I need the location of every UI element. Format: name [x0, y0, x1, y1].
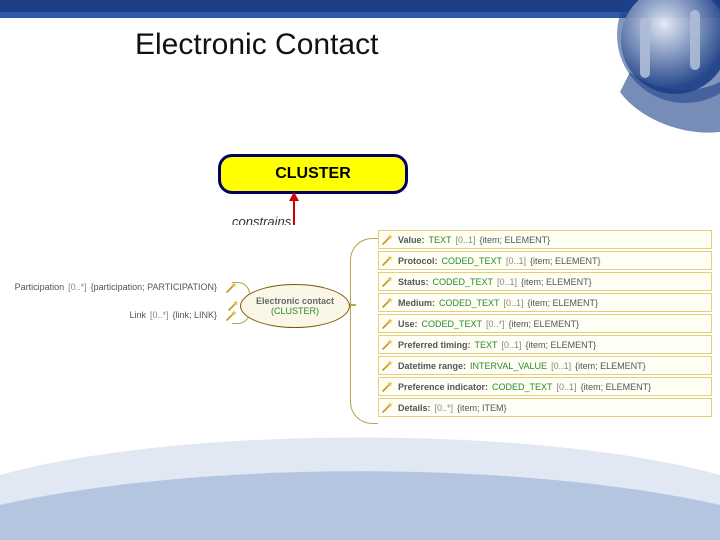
right-item-name: Status: — [398, 277, 429, 287]
cluster-box: CLUSTER — [218, 154, 408, 194]
wand-icon — [381, 380, 394, 393]
right-item-type: TEXT — [429, 235, 452, 245]
right-item-occ: [0..1] — [456, 235, 476, 245]
page-title: Electronic Contact — [135, 28, 378, 62]
right-item-type: CODED_TEXT — [442, 256, 503, 266]
right-item-item: {item; ELEMENT} — [480, 235, 551, 245]
wand-icon — [381, 359, 394, 372]
right-item-name: Preferred timing: — [398, 340, 471, 350]
right-item-name: Value: — [398, 235, 425, 245]
left-item-item: {link; LINK} — [172, 310, 217, 320]
right-item-item: {item; ITEM} — [457, 403, 507, 413]
right-item-type: CODED_TEXT — [422, 319, 483, 329]
right-item-occ: [0..1] — [497, 277, 517, 287]
right-item: Use: CODED_TEXT [0..*] {item; ELEMENT} — [378, 314, 712, 333]
left-item-occ: [0..*] — [68, 282, 87, 292]
right-item: Medium: CODED_TEXT [0..1] {item; ELEMENT… — [378, 293, 712, 312]
right-item-occ: [0..*] — [486, 319, 505, 329]
left-item: Link [0..*]{link; LINK} — [18, 306, 238, 324]
right-item-item: {item; ELEMENT} — [530, 256, 601, 266]
right-item-name: Protocol: — [398, 256, 438, 266]
right-item: Datetime range: INTERVAL_VALUE [0..1] {i… — [378, 356, 712, 375]
right-item: Preference indicator: CODED_TEXT [0..1] … — [378, 377, 712, 396]
right-item: Protocol: CODED_TEXT [0..1] {item; ELEME… — [378, 251, 712, 270]
wand-icon — [225, 309, 238, 322]
wand-icon — [225, 281, 238, 294]
right-item-occ: [0..1] — [557, 382, 577, 392]
center-node-type: (CLUSTER) — [271, 306, 319, 316]
right-item-type: CODED_TEXT — [492, 382, 553, 392]
right-item-type: CODED_TEXT — [439, 298, 500, 308]
wand-icon — [381, 254, 394, 267]
wand-icon — [381, 233, 394, 246]
right-item-occ: [0..1] — [506, 256, 526, 266]
right-item: Value: TEXT [0..1] {item; ELEMENT} — [378, 230, 712, 249]
right-item-type: INTERVAL_VALUE — [470, 361, 547, 371]
right-column: Value: TEXT [0..1] {item; ELEMENT}Protoc… — [378, 230, 712, 419]
left-item-name: Participation — [15, 282, 65, 292]
right-item-occ: [0..*] — [435, 403, 454, 413]
right-item-name: Use: — [398, 319, 418, 329]
right-item-item: {item; ELEMENT} — [509, 319, 580, 329]
wand-icon — [381, 401, 394, 414]
right-bracket — [350, 238, 378, 424]
left-item-item: {participation; PARTICIPATION} — [91, 282, 217, 292]
left-item: Participation[0..*] {participation; PARTI… — [18, 278, 238, 296]
center-node-electronic-contact: Electronic contact (CLUSTER) — [240, 284, 350, 328]
right-item-occ: [0..1] — [504, 298, 524, 308]
left-column: Participation[0..*]{participation; PARTI… — [18, 278, 238, 334]
right-item-item: {item; ELEMENT} — [526, 340, 597, 350]
right-item: Details: [0..*] {item; ITEM} — [378, 398, 712, 417]
right-item-type: TEXT — [475, 340, 498, 350]
right-item: Preferred timing: TEXT [0..1] {item; ELE… — [378, 335, 712, 354]
right-item-name: Preference indicator: — [398, 382, 488, 392]
wand-icon — [381, 338, 394, 351]
right-item-name: Details: — [398, 403, 431, 413]
right-item: Status: CODED_TEXT [0..1] {item; ELEMENT… — [378, 272, 712, 291]
wand-icon — [381, 275, 394, 288]
right-item-occ: [0..1] — [551, 361, 571, 371]
right-item-name: Datetime range: — [398, 361, 466, 371]
left-item-occ: [0..*] — [150, 310, 169, 320]
right-item-occ: [0..1] — [502, 340, 522, 350]
wand-icon — [381, 296, 394, 309]
left-item-name: Link — [129, 310, 146, 320]
right-item-item: {item; ELEMENT} — [521, 277, 592, 287]
wand-icon — [381, 317, 394, 330]
right-item-type: CODED_TEXT — [433, 277, 494, 287]
right-item-name: Medium: — [398, 298, 435, 308]
center-node-name: Electronic contact — [256, 296, 334, 306]
right-item-item: {item; ELEMENT} — [528, 298, 599, 308]
bottom-swoosh — [0, 420, 720, 540]
right-item-item: {item; ELEMENT} — [575, 361, 646, 371]
right-item-item: {item; ELEMENT} — [581, 382, 652, 392]
cluster-box-label: CLUSTER — [275, 165, 351, 183]
